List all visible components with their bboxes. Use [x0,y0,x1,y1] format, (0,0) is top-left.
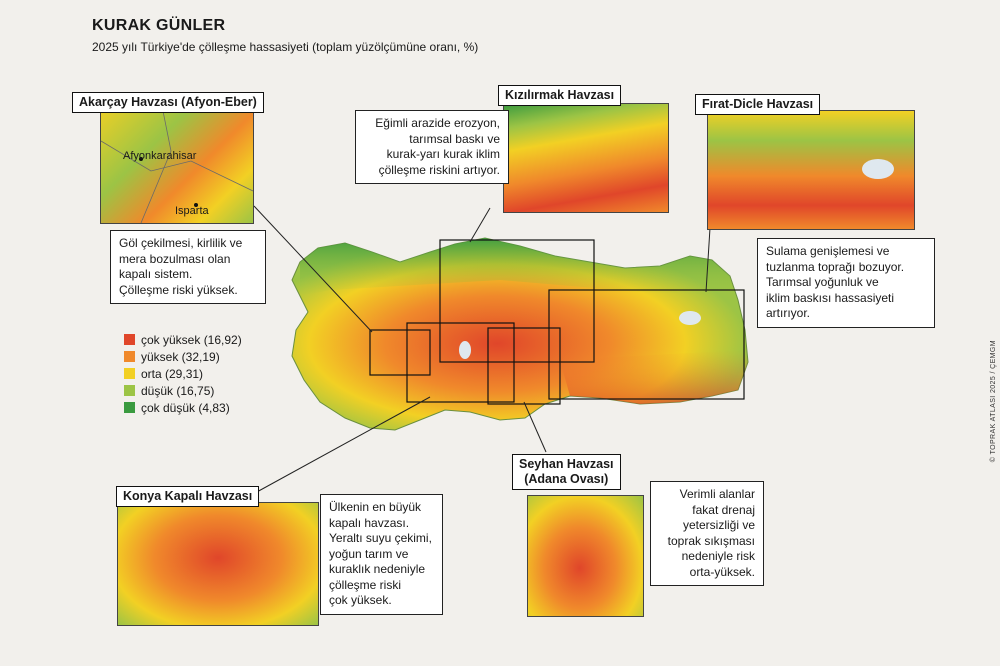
legend-swatch [124,368,135,379]
kizilirmak-inset-map [503,103,669,213]
tuz-lake [459,341,471,359]
legend-item: çok yüksek (16,92) [124,331,242,348]
firat-note: Sulama genişlemesi ve tuzlanma toprağı bo… [757,238,935,328]
turkey-silhouette [291,237,749,431]
van-lake [679,311,701,325]
seyhan-inset-map [527,495,644,617]
akarcay-outline [369,329,431,376]
legend-item: yüksek (32,19) [124,348,242,365]
connector-lines [253,205,711,494]
firat-outline [548,289,745,400]
legend-swatch [124,385,135,396]
page-title: KURAK GÜNLER [92,17,226,34]
legend-item: düşük (16,75) [124,382,242,399]
legend-swatch [124,351,135,362]
legend: çok yüksek (16,92) yüksek (32,19) orta (… [124,331,242,416]
kizilirmak-outline [439,239,595,363]
legend-swatch [124,334,135,345]
seyhan-label: Seyhan Havzası (Adana Ovası) [512,454,621,490]
konya-outline [406,322,515,403]
seyhan-note: Verimli alanlar fakat drenaj yetersizliği… [650,481,764,586]
konya-note: Ülkenin en büyük kapalı havzası. Yeraltı … [320,494,443,615]
legend-label: çok düşük (4,83) [141,400,230,415]
akarcay-note: Göl çekilmesi, kirlilik ve mera bozulması… [110,230,266,304]
place-label-isparta: Isparta [175,205,209,217]
akarcay-inset-map: Afyonkarahisar Isparta [100,100,254,224]
legend-swatch [124,402,135,413]
legend-label: orta (29,31) [141,366,204,381]
legend-label: çok yüksek (16,92) [141,332,242,347]
legend-item: orta (29,31) [124,365,242,382]
kizilirmak-label: Kızılırmak Havzası [498,85,622,106]
seyhan-outline [487,327,561,405]
place-label-afyonkarahisar: Afyonkarahisar [123,150,197,162]
credit-text: © TOPRAK ATLASI 2025 / ÇEMGM [990,340,997,463]
firat-label: Fırat-Dicle Havzası [695,94,821,115]
akarcay-label: Akarçay Havzası (Afyon-Eber) [72,92,264,113]
firat-inset-map [707,110,915,230]
page-subtitle: 2025 yılı Türkiye'de çölleşme hassasiyet… [92,40,479,54]
legend-label: yüksek (32,19) [141,349,220,364]
konya-inset-map [117,502,319,626]
kizilirmak-note: Eğimli arazide erozyon, tarımsal baskı ve… [355,110,509,184]
legend-item: çok düşük (4,83) [124,399,242,416]
konya-label: Konya Kapalı Havzası [116,486,260,507]
legend-label: düşük (16,75) [141,383,215,398]
